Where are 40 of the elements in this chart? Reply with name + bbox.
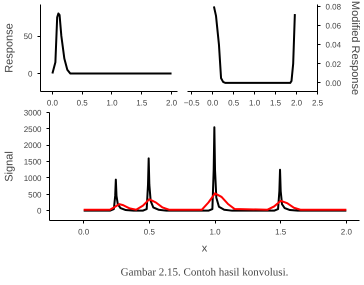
x-tick-label: 1.5 bbox=[136, 98, 148, 108]
x-tick-label: −0.5 bbox=[184, 98, 200, 108]
line-series bbox=[212, 5, 296, 84]
y-tick-label: 3000 bbox=[24, 108, 42, 118]
x-tick-label: 0.5 bbox=[144, 228, 156, 236]
x-axis-title: x bbox=[202, 242, 208, 254]
y2-axis-title: Modified Response bbox=[349, 0, 362, 96]
x-tick-label: 1.0 bbox=[209, 228, 222, 236]
y2-tick-label: 0.08 bbox=[326, 2, 342, 12]
x-tick-label: 2.5 bbox=[312, 98, 324, 108]
x-tick-label: 1.0 bbox=[249, 98, 261, 108]
x-tick-label: 2.0 bbox=[340, 228, 352, 236]
x-tick-label: 0.5 bbox=[76, 98, 88, 108]
text: Gambar 2.15. Contoh hasil konvolusi. bbox=[120, 266, 289, 278]
y-tick-label: 1500 bbox=[24, 158, 42, 167]
y-tick-label: 1000 bbox=[24, 174, 42, 183]
x-tick-label: 1.0 bbox=[106, 98, 118, 108]
y2-tick-label: 0.04 bbox=[326, 40, 342, 50]
x-tick-label: 0.0 bbox=[78, 228, 90, 236]
y2-tick-label: 0.00 bbox=[326, 78, 342, 88]
x-tick-label: 1.5 bbox=[275, 228, 287, 236]
y-tick-label: 2000 bbox=[24, 141, 42, 150]
y-tick-label: 0 bbox=[37, 206, 42, 216]
y2-tick-label: 0.06 bbox=[326, 22, 342, 31]
line-series bbox=[82, 192, 348, 211]
x-tick-label: 0.0 bbox=[207, 98, 219, 108]
y2-tick-label: 0.02 bbox=[326, 60, 342, 69]
line-series bbox=[82, 126, 348, 212]
line-series bbox=[51, 12, 173, 74]
x-tick-label: 1.5 bbox=[270, 98, 282, 108]
x-tick-label: 0.5 bbox=[228, 98, 240, 108]
y-axis-title: Signal bbox=[4, 151, 16, 182]
x-tick-label: 2.0 bbox=[166, 98, 178, 108]
y-tick-label: 500 bbox=[28, 190, 42, 200]
y-axis-title: Response bbox=[4, 23, 16, 73]
y-tick-label: 2500 bbox=[24, 124, 42, 134]
y-tick-label: 50 bbox=[24, 32, 34, 41]
x-tick-label: 0.0 bbox=[46, 98, 59, 108]
y-tick-label: 0 bbox=[28, 70, 34, 78]
x-tick-label: 2.0 bbox=[290, 98, 303, 108]
